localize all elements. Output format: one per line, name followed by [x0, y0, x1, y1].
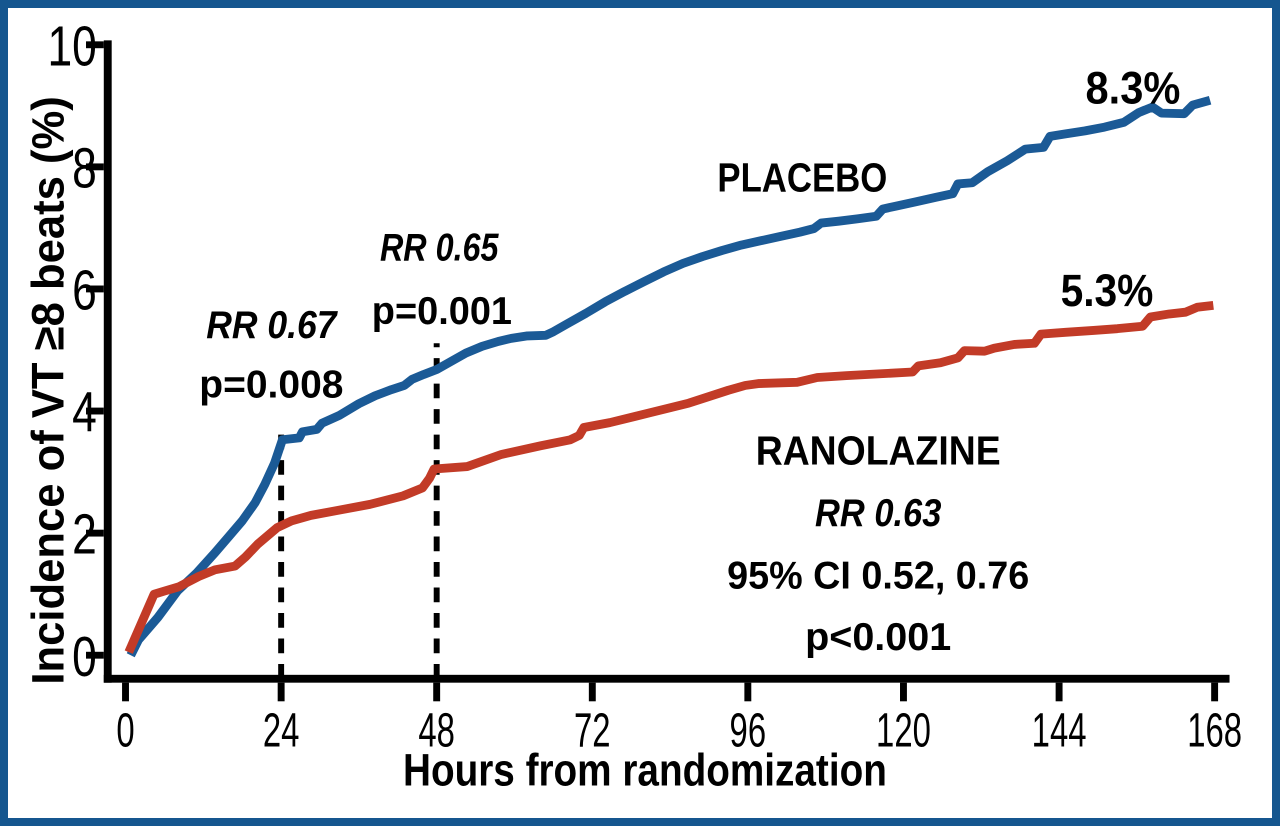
y-tick-label: 10	[48, 15, 97, 79]
annotation-ranolazine-p: p<0.001	[805, 615, 951, 659]
x-tick-label: 120	[876, 704, 931, 758]
x-tick-mark	[744, 682, 752, 702]
annotation-p-24h: p=0.008	[199, 363, 343, 407]
y-tick-mark	[86, 163, 104, 171]
x-tick-label: 168	[1187, 704, 1242, 758]
x-tick-mark	[588, 682, 596, 702]
annotation-rr-48h: RR 0.65	[380, 225, 499, 269]
x-tick-mark	[1055, 682, 1063, 702]
y-tick-label: 8	[72, 137, 97, 201]
x-tick-label: 0	[116, 704, 134, 758]
x-tick-label: 96	[730, 704, 767, 758]
ranolazine-curve	[124, 301, 1214, 654]
data-curves	[124, 96, 1214, 658]
x-tick-mark	[122, 682, 129, 702]
x-tick-label: 48	[418, 704, 455, 758]
y-tick-label: 4	[72, 381, 97, 445]
annotation-rr-24h: RR 0.67	[206, 303, 338, 347]
x-tick-label: 144	[1032, 704, 1087, 758]
x-tick-mark	[433, 682, 441, 702]
annotation-placebo-label: PLACEBO	[717, 155, 887, 201]
annotation-placebo-final: 8.3%	[1086, 63, 1181, 114]
placebo-curve	[126, 96, 1212, 658]
x-axis-title: Hours from randomization	[403, 745, 887, 796]
y-tick-label: 0	[72, 625, 97, 689]
x-tick-mark	[277, 682, 285, 702]
x-axis-ticks: 0 24 48 72 96 120 144 168	[116, 682, 1242, 758]
x-tick-mark	[1211, 682, 1219, 702]
annotation-p-48h: p=0.001	[372, 289, 512, 333]
y-tick-label: 2	[72, 503, 97, 567]
y-tick-mark	[86, 41, 104, 49]
y-tick-mark	[86, 651, 104, 659]
x-tick-label: 72	[574, 704, 611, 758]
annotation-ranolazine-final: 5.3%	[1061, 265, 1154, 316]
y-tick-mark	[86, 529, 104, 537]
y-axis-ticks: 0 2 4 6 8 10	[48, 15, 104, 689]
y-tick-mark	[86, 285, 104, 293]
annotation-ranolazine-label: RANOLAZINE	[756, 427, 1001, 473]
y-axis-title: Incidence of VT ≥8 beats (%)	[22, 96, 73, 684]
y-axis-line	[103, 40, 112, 683]
reference-lines	[278, 343, 440, 679]
annotations: RR 0.67 p=0.008 RR 0.65 p=0.001 PLACEBO 8.3% 5…	[199, 63, 1180, 659]
y-tick-label: 6	[72, 259, 97, 323]
y-tick-mark	[86, 407, 104, 415]
annotation-ranolazine-ci: 95% CI 0.52, 0.76	[727, 554, 1029, 598]
x-tick-mark	[900, 682, 907, 702]
x-tick-label: 24	[263, 704, 300, 758]
annotation-ranolazine-rr: RR 0.63	[815, 491, 941, 535]
x-axis-line	[103, 674, 1230, 683]
